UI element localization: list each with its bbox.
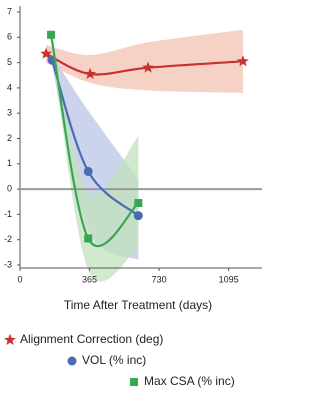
x-tick-label: 0 [17, 274, 22, 284]
y-tick-label: -3 [4, 259, 12, 269]
y-tick-label: 0 [7, 183, 12, 193]
legend-marker [130, 378, 138, 386]
x-tick-label: 365 [82, 274, 97, 284]
series-line [49, 34, 140, 248]
data-point [134, 199, 143, 208]
y-tick-label: 1 [7, 158, 12, 168]
x-tick-label: 1095 [219, 274, 239, 284]
data-point [83, 166, 93, 176]
y-tick-label: -2 [4, 234, 12, 244]
y-tick-label: 3 [7, 108, 12, 118]
y-tick-label: 6 [7, 32, 12, 42]
legend-marker [67, 356, 77, 366]
x-axis-label: Time After Treatment (days) [64, 298, 212, 312]
y-tick-label: 4 [7, 82, 12, 92]
y-tick-label: 7 [7, 6, 12, 16]
data-point [142, 61, 154, 73]
legend-label: VOL (% inc) [82, 353, 146, 367]
data-point [47, 30, 56, 39]
legend-label: Alignment Correction (deg) [20, 332, 163, 346]
confidence-band [46, 29, 243, 93]
data-point [40, 47, 52, 59]
x-tick-label: 730 [152, 274, 167, 284]
data-point [133, 211, 143, 221]
data-point [84, 67, 97, 79]
legend-marker [4, 333, 16, 346]
y-tick-label: -1 [4, 209, 12, 219]
chart: Time After Treatment (days) -3 -2 -1 0 1 2 3 4 5… [4, 6, 262, 388]
y-tick-label: 5 [7, 57, 12, 67]
series-line [45, 52, 244, 76]
data-point [84, 234, 93, 243]
data-point [237, 55, 249, 67]
y-tick-label: 2 [7, 133, 12, 143]
legend-label: Max CSA (% inc) [144, 374, 235, 388]
confidence-band [51, 29, 139, 282]
